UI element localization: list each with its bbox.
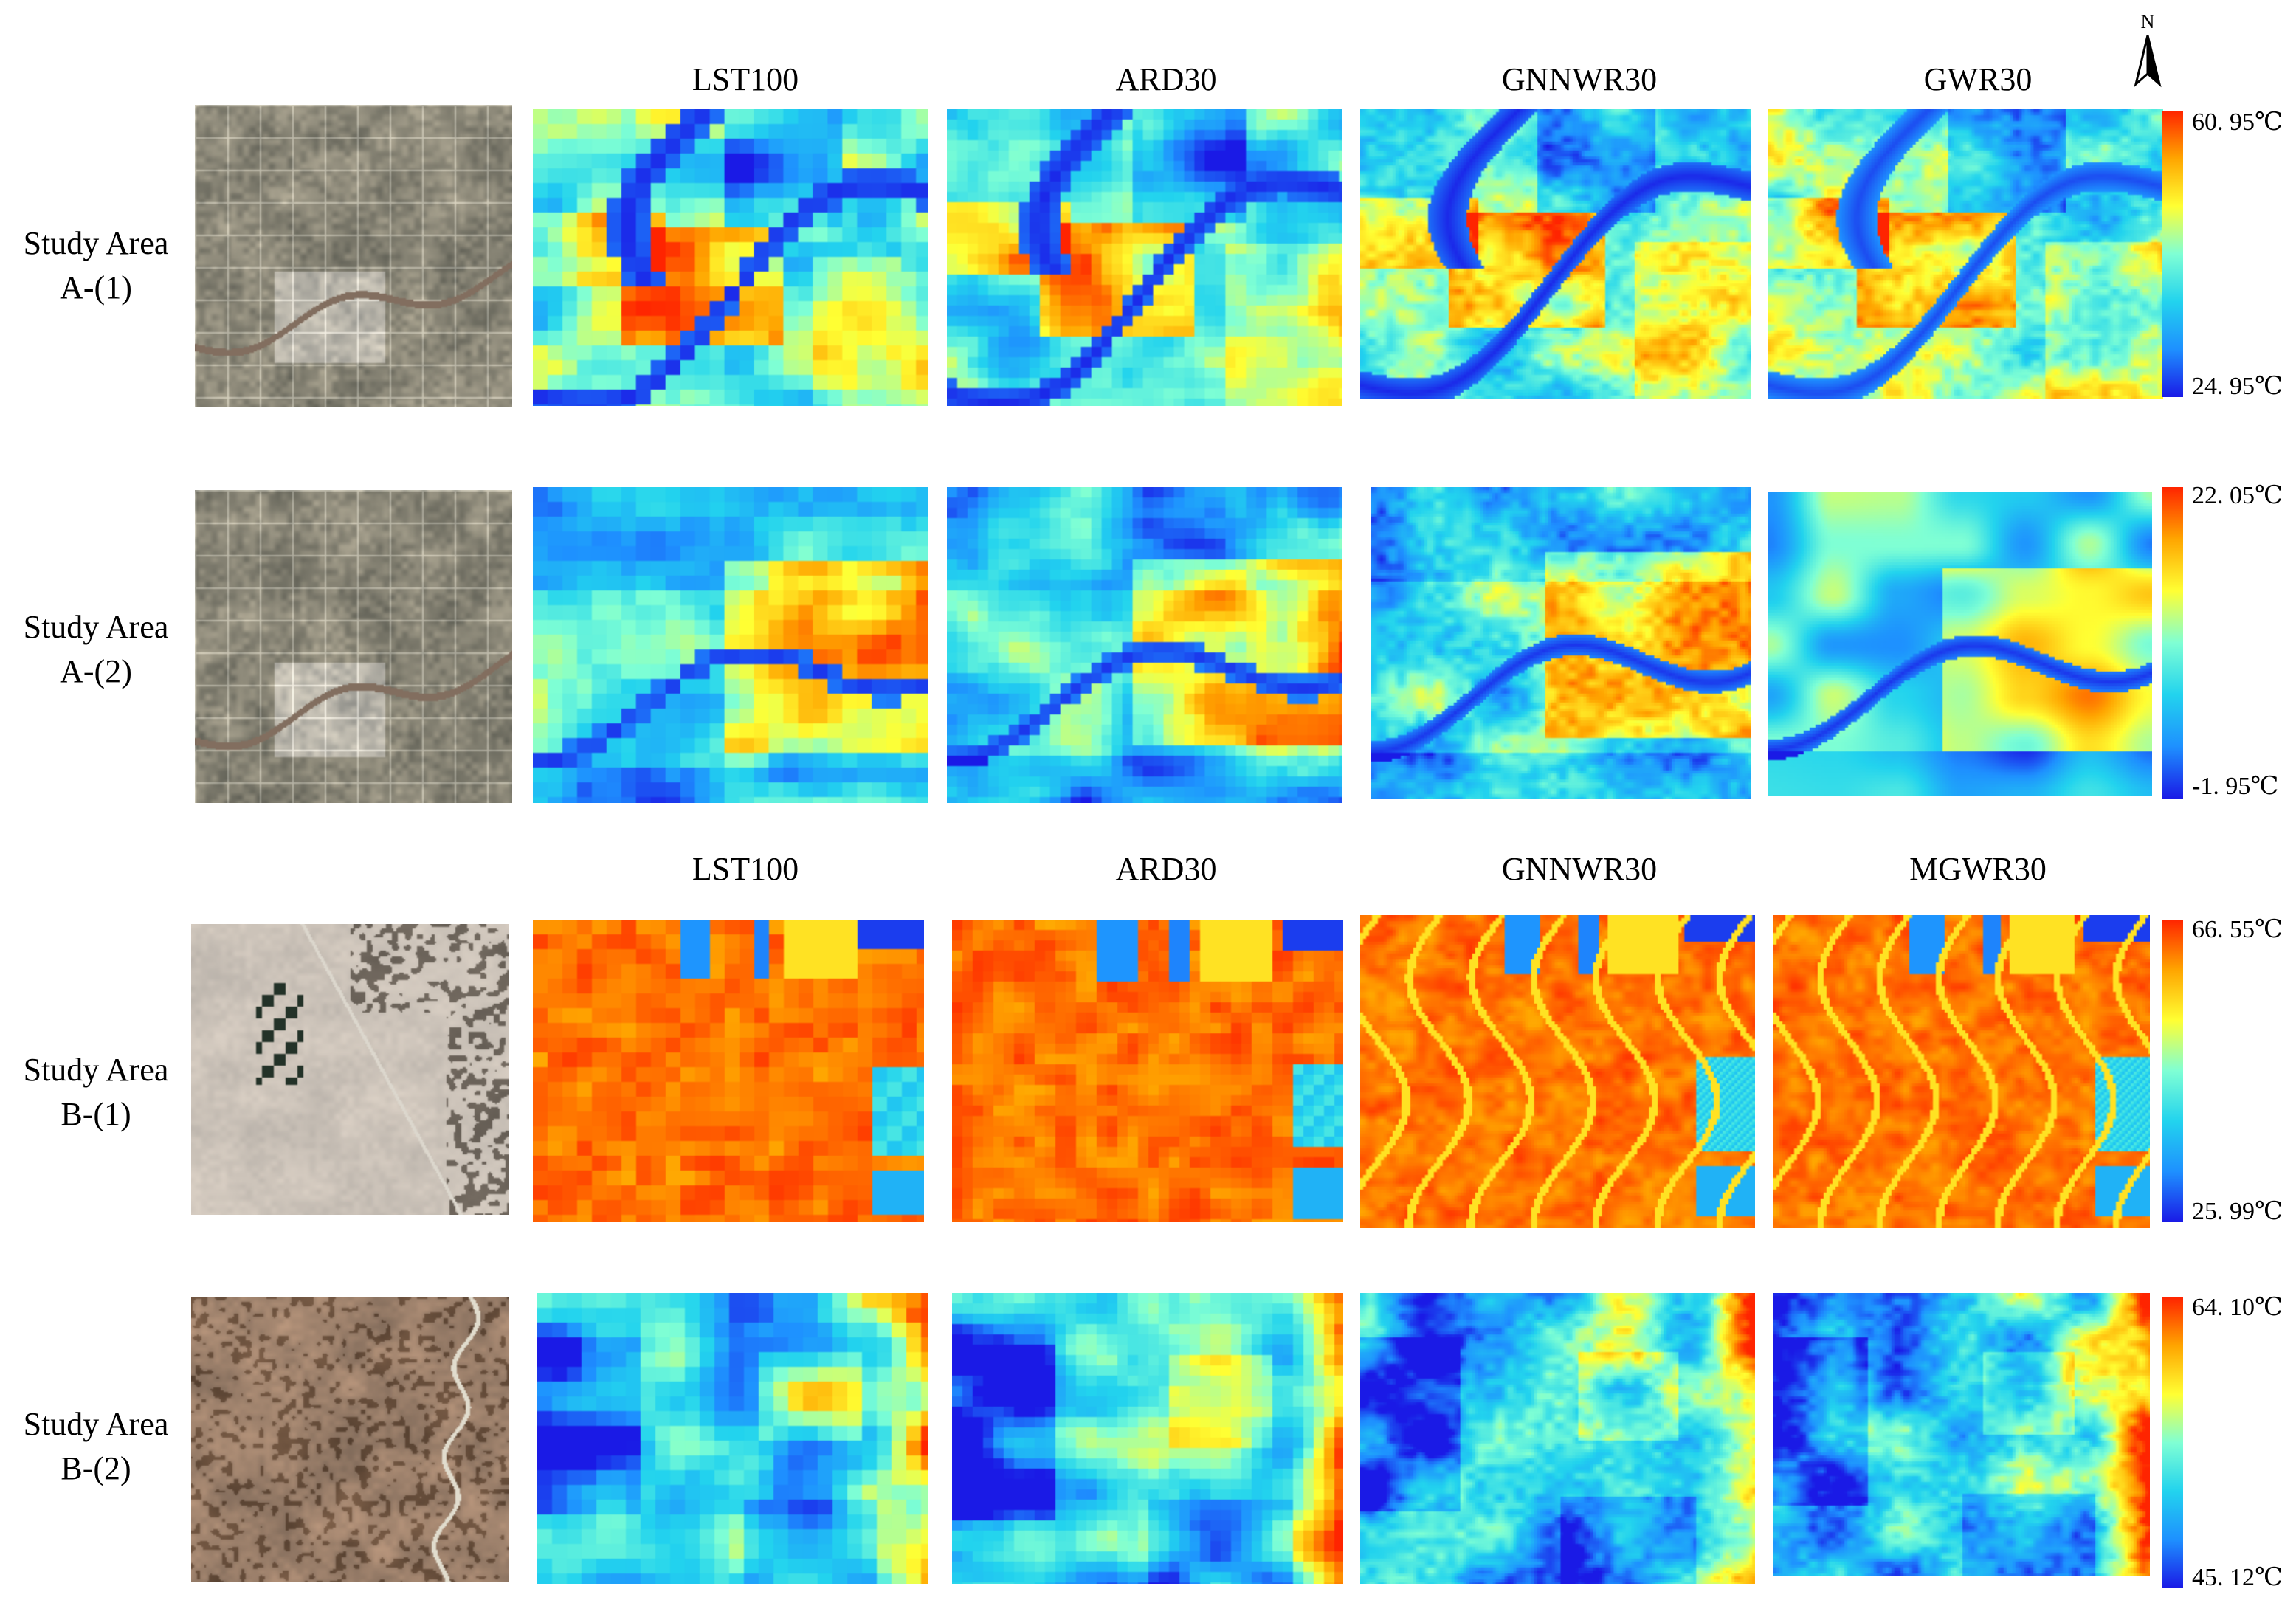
- colorbar-b2: [2162, 1297, 2183, 1588]
- row-label-b1-line2: B-(1): [61, 1096, 131, 1132]
- col-title-gnnwr30-bottom: GNNWR30: [1501, 851, 1658, 887]
- col-title-mgwr30-bottom: MGWR30: [1909, 851, 2047, 887]
- row-label-b2-line2: B-(2): [61, 1450, 131, 1486]
- row-label-a1: Study Area A-(1): [0, 221, 192, 310]
- scale-max-a1: 60. 95℃: [2192, 108, 2283, 136]
- lst-map-row1-lst100: [533, 109, 928, 406]
- col-title-gnnwr30-top: GNNWR30: [1501, 61, 1658, 97]
- scale-max-b1: 66. 55℃: [2192, 916, 2283, 943]
- col-title-ard30-bottom: ARD30: [1115, 851, 1217, 887]
- scale-min-a1: 24. 95℃: [2192, 373, 2283, 400]
- north-label: N: [2141, 11, 2155, 32]
- col-title-gwr30-top: GWR30: [1923, 61, 2033, 97]
- colorbar-a2: [2162, 487, 2183, 799]
- lst-map-row4-gwr30: [1773, 1293, 2150, 1576]
- col-title-lst100-bottom: LST100: [692, 851, 799, 887]
- lst-map-row4-ard30: [952, 1293, 1343, 1584]
- scale-min-b2: 45. 12℃: [2192, 1564, 2283, 1591]
- lst-map-row3-lst100: [533, 920, 924, 1222]
- satellite-image-row4: [191, 1297, 509, 1582]
- colorbar-a1: [2162, 111, 2183, 397]
- row-label-b2: Study Area B-(2): [0, 1402, 192, 1491]
- lst-map-row3-gnnwr30: [1360, 915, 1755, 1228]
- lst-map-row2-gnnwr30: [1371, 487, 1751, 799]
- lst-map-row1-gwr30: [1768, 109, 2163, 399]
- colorbar-b1: [2162, 920, 2183, 1222]
- lst-map-row2-lst100: [533, 487, 928, 803]
- lst-map-row3-ard30: [952, 920, 1343, 1222]
- lst-map-row2-gwr30: [1768, 492, 2152, 796]
- row-label-a2: Study Area A-(2): [0, 605, 192, 694]
- satellite-image-row2: [195, 490, 512, 803]
- satellite-image-row1: [195, 105, 512, 407]
- lst-map-row4-lst100: [537, 1293, 928, 1584]
- row-label-b1: Study Area B-(1): [0, 1048, 192, 1137]
- lst-map-row1-gnnwr30: [1360, 109, 1751, 399]
- north-arrow-icon: N: [2134, 11, 2162, 88]
- row-label-b2-line1: Study Area: [23, 1406, 169, 1442]
- satellite-image-row3: [191, 924, 509, 1215]
- lst-map-row1-ard30: [947, 109, 1342, 406]
- col-title-ard30-top: ARD30: [1115, 61, 1217, 97]
- row-label-a1-line1: Study Area: [23, 225, 169, 261]
- scale-max-a2: 22. 05℃: [2192, 482, 2283, 509]
- scale-max-b2: 64. 10℃: [2192, 1294, 2283, 1321]
- lst-map-row2-ard30: [947, 487, 1342, 803]
- scale-min-b1: 25. 99℃: [2192, 1198, 2283, 1225]
- row-label-a2-line2: A-(2): [60, 653, 132, 689]
- lst-map-row3-gwr30: [1773, 915, 2150, 1228]
- lst-map-row4-gnnwr30: [1360, 1293, 1755, 1584]
- col-title-lst100-top: LST100: [692, 61, 799, 97]
- row-label-a1-line2: A-(1): [60, 269, 132, 306]
- scale-min-a2: -1. 95℃: [2192, 773, 2279, 800]
- row-label-b1-line1: Study Area: [23, 1052, 169, 1088]
- row-label-a2-line1: Study Area: [23, 609, 169, 645]
